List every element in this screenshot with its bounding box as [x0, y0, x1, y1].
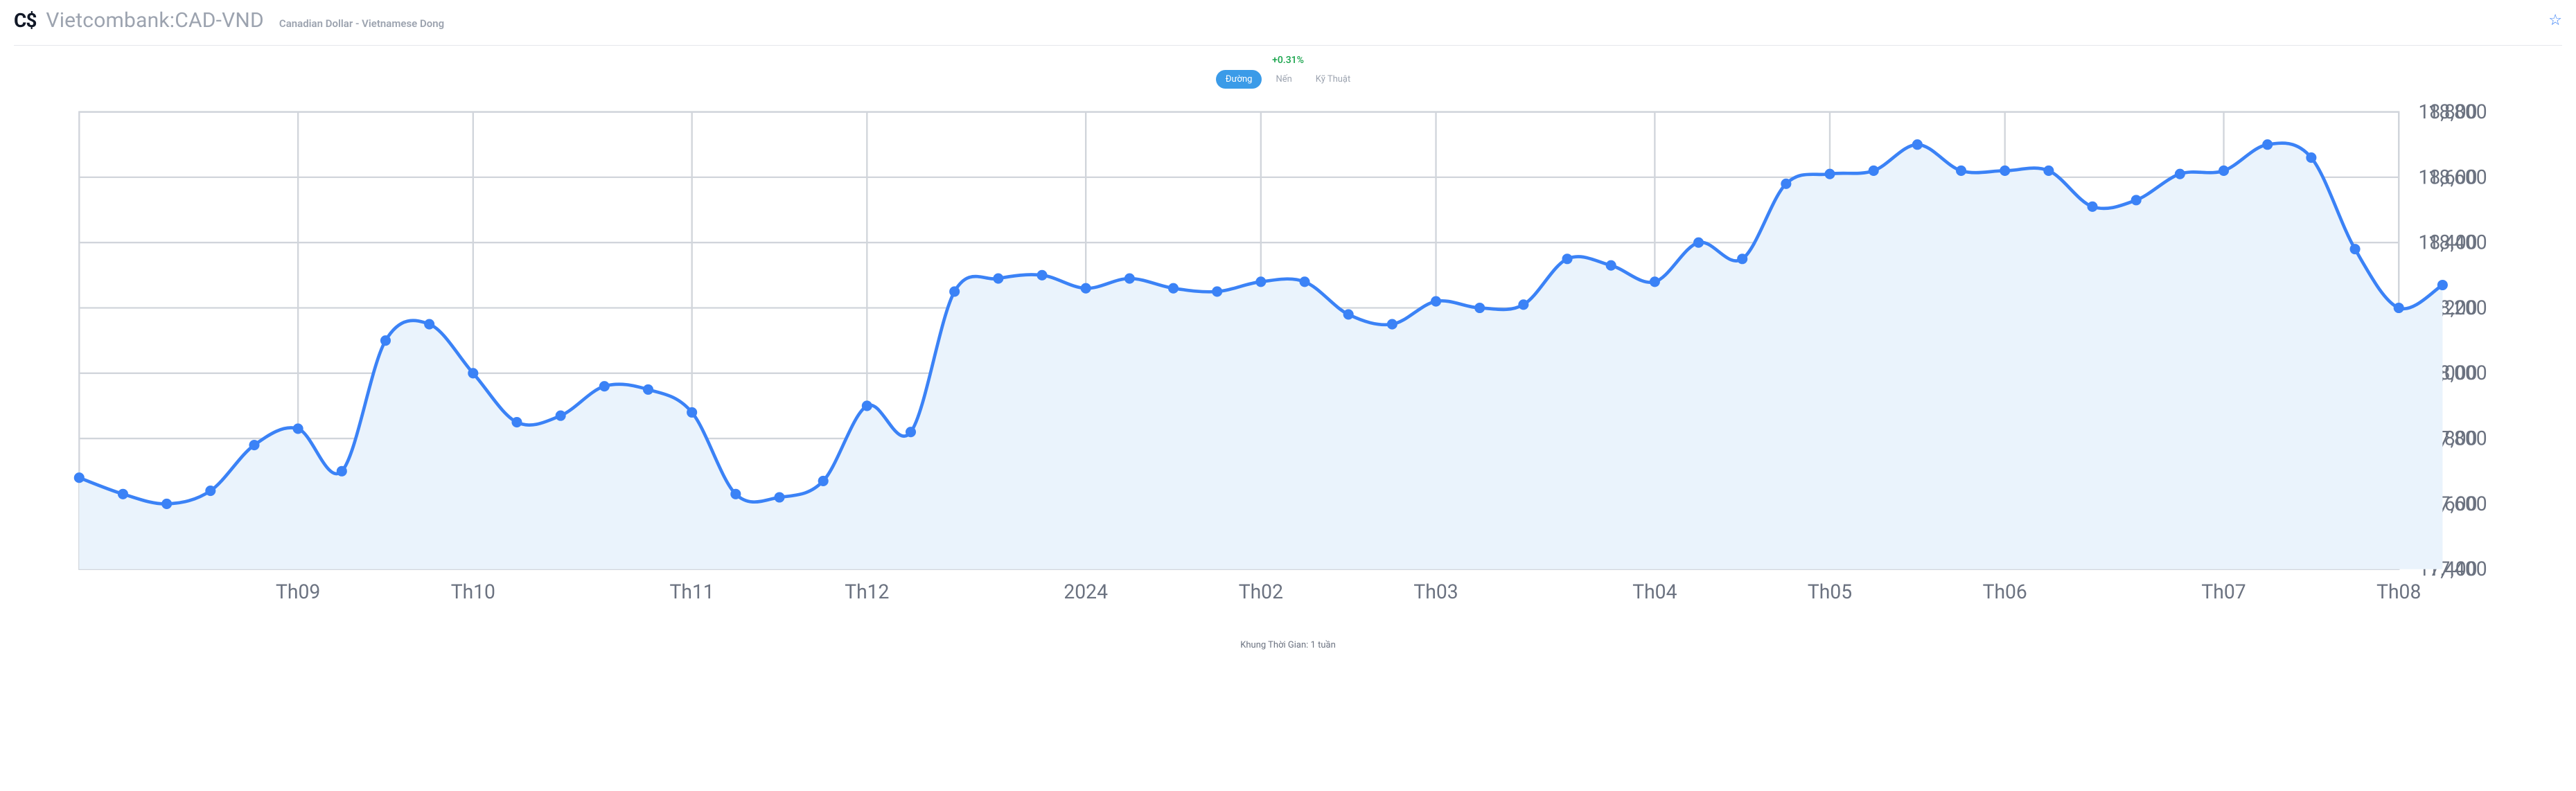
svg-text:Th02: Th02: [1239, 580, 1283, 603]
change-value: +0.31%: [1272, 55, 1304, 66]
svg-text:Th11: Th11: [670, 580, 714, 603]
svg-text:Th04: Th04: [1632, 580, 1677, 603]
price-chart[interactable]: 17,40017,40017,60017,60017,80017,80018,0…: [14, 96, 2562, 634]
timeframe-label: Khung Thời Gian: 1 tuần: [14, 634, 2562, 650]
tab-technical[interactable]: Kỹ Thuật: [1306, 70, 1360, 89]
svg-text:Th10: Th10: [451, 580, 495, 603]
svg-text:Th03: Th03: [1413, 580, 1458, 603]
change-row: +0.31%: [14, 46, 2562, 70]
tab-candle[interactable]: Nến: [1266, 70, 1301, 89]
svg-text:Th09: Th09: [276, 580, 320, 603]
chart-type-tabs: Đường Nến Kỹ Thuật: [14, 70, 2562, 96]
header: C$ Vietcombank:CAD-VND Canadian Dollar -…: [14, 8, 2562, 46]
svg-text:Th12: Th12: [845, 580, 889, 603]
svg-text:18,600: 18,600: [2428, 166, 2487, 188]
svg-text:Th08: Th08: [2376, 580, 2421, 603]
tab-line[interactable]: Đường: [1216, 70, 1262, 89]
svg-text:18,400: 18,400: [2428, 231, 2487, 254]
svg-text:Th07: Th07: [2201, 580, 2246, 603]
svg-text:18,800: 18,800: [2428, 100, 2487, 123]
svg-text:2024: 2024: [1064, 580, 1108, 603]
chart-container: 17,40017,40017,60017,60017,80017,80018,0…: [14, 96, 2562, 634]
pair-subtitle: Canadian Dollar - Vietnamese Dong: [279, 17, 444, 30]
favorite-star-icon[interactable]: ☆: [2548, 13, 2562, 28]
pair-title: Vietcombank:CAD-VND: [46, 8, 264, 33]
currency-glyph-icon: C$: [14, 9, 36, 32]
svg-text:Th05: Th05: [1808, 580, 1852, 603]
page-root: C$ Vietcombank:CAD-VND Canadian Dollar -…: [0, 0, 2576, 664]
svg-text:Th06: Th06: [1983, 580, 2027, 603]
